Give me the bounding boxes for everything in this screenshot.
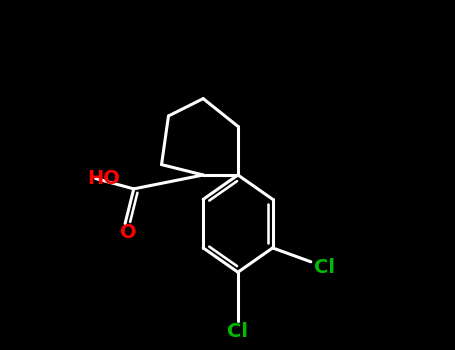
Text: O: O	[120, 223, 137, 242]
Text: Cl: Cl	[314, 258, 335, 277]
Text: Cl: Cl	[228, 322, 248, 341]
Text: HO: HO	[87, 169, 120, 188]
